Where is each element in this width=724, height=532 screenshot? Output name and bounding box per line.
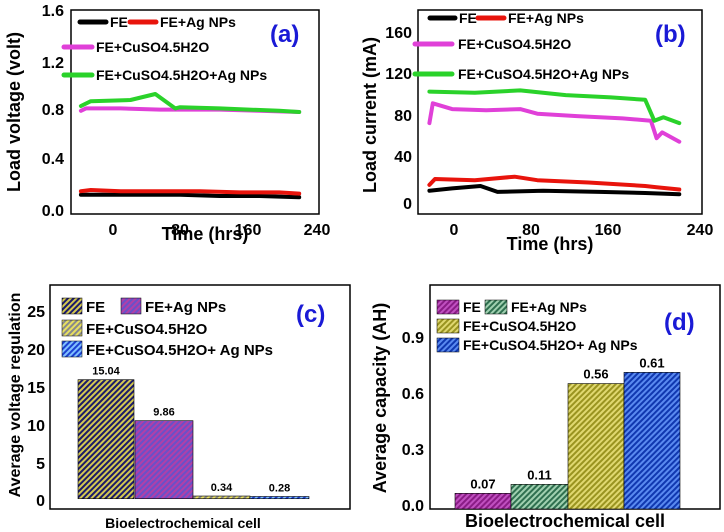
series-line-1 bbox=[427, 184, 682, 197]
legend-label-fe: FE bbox=[86, 299, 105, 316]
legend-label-fe-cuso4: FE+CuSO4.5H2O bbox=[458, 36, 571, 52]
panel-c-ytick-label: 15 bbox=[27, 380, 45, 397]
panel-d-ytick-label: 0.9 bbox=[402, 330, 424, 347]
series-line-1 bbox=[78, 192, 302, 200]
bar-1 bbox=[77, 379, 135, 500]
panel-b-ytick-label: 80 bbox=[394, 108, 412, 125]
panel-d: Average capacity (AH) Bioelectrochemical… bbox=[370, 284, 721, 531]
bar-value-label: 9.86 bbox=[153, 407, 174, 419]
panel-b-plot-area bbox=[427, 88, 682, 197]
panel-d-label: (d) bbox=[664, 309, 695, 336]
bar-2 bbox=[510, 484, 569, 510]
panel-a-xtick-label: 160 bbox=[235, 222, 262, 239]
panel-a-xtick-label: 80 bbox=[171, 222, 189, 239]
bar-4 bbox=[249, 496, 310, 500]
panel-a-xtick-label: 240 bbox=[304, 222, 331, 239]
series-line-2 bbox=[78, 188, 302, 196]
bar-1 bbox=[454, 493, 512, 510]
bar-4 bbox=[623, 372, 681, 510]
panel-c-label: (c) bbox=[296, 301, 325, 328]
legend-label-fe-cuso4-ag: FE+CuSO4.5H2O+ Ag NPs bbox=[86, 342, 273, 359]
legend-swatch-fe bbox=[436, 299, 460, 315]
legend-label-fe-ag: FE+Ag NPs bbox=[145, 299, 226, 316]
panel-b-xtick-label: 160 bbox=[595, 222, 622, 239]
panel-c-ytick-label: 0 bbox=[36, 493, 45, 510]
panel-a-x-axis-label: Time (hrs) bbox=[162, 224, 249, 244]
panel-b-label: (b) bbox=[655, 21, 686, 48]
panel-b-x-axis-label: Time (hrs) bbox=[507, 234, 594, 254]
bar-2 bbox=[134, 420, 194, 500]
panel-d-ytick-label: 0.0 bbox=[402, 498, 424, 515]
bar-value-label: 0.61 bbox=[639, 355, 664, 370]
panel-a-xtick-label: 0 bbox=[109, 222, 118, 239]
panel-a-frame bbox=[70, 9, 320, 215]
legend-label-fe-ag: FE+Ag NPs bbox=[508, 10, 584, 26]
series-line-3 bbox=[427, 101, 682, 144]
panel-b-ytick-label: 120 bbox=[385, 66, 412, 83]
legend-label-fe-cuso4-ag: FE+CuSO4.5H2O+Ag NPs bbox=[458, 66, 629, 82]
legend-swatch-fe bbox=[61, 297, 83, 315]
panel-a-ytick-label: 1.2 bbox=[42, 55, 64, 72]
panel-d-ytick-label: 0.6 bbox=[402, 386, 424, 403]
bar-value-label: 0.11 bbox=[527, 467, 552, 482]
legend-label-fe-cuso4: FE+CuSO4.5H2O bbox=[96, 39, 209, 55]
panel-d-plot-area: 0.07 0.11 0.56 0.61 bbox=[454, 355, 681, 510]
panel-c-frame bbox=[49, 284, 351, 510]
panel-c: Average voltage regulation Bioelectroche… bbox=[7, 284, 351, 531]
legend-swatch-fe-ag bbox=[120, 297, 142, 315]
legend-label-fe-cuso4: FE+CuSO4.5H2O bbox=[463, 318, 576, 334]
legend-label-fe: FE bbox=[459, 10, 477, 26]
legend-swatch-fe-ag bbox=[484, 299, 508, 315]
legend-label-fe-cuso4-ag: FE+CuSO4.5H2O+ Ag NPs bbox=[463, 337, 638, 353]
bar-value-label: 15.04 bbox=[92, 366, 120, 378]
panel-c-ytick-label: 20 bbox=[27, 342, 45, 359]
bar-value-label: 0.34 bbox=[211, 482, 233, 494]
panel-a-ytick-label: 0.0 bbox=[42, 203, 64, 220]
panel-b: Load current (mA) Time (hrs) (b) 160 120… bbox=[360, 9, 714, 254]
panel-a-ytick-label: 1.6 bbox=[42, 3, 64, 20]
legend-label-fe-cuso4-ag: FE+CuSO4.5H2O+Ag NPs bbox=[96, 67, 267, 83]
panel-a-ytick-label: 0.8 bbox=[42, 102, 64, 119]
bar-3 bbox=[192, 495, 251, 500]
panel-d-ytick-label: 0.3 bbox=[402, 442, 424, 459]
panel-a-plot-area bbox=[78, 92, 302, 200]
series-line-4 bbox=[427, 88, 682, 126]
legend-label-fe-ag: FE+Ag NPs bbox=[511, 299, 587, 315]
bar-value-label: 0.28 bbox=[269, 482, 290, 494]
panel-b-xtick-label: 240 bbox=[687, 222, 714, 239]
panel-c-ytick-label: 5 bbox=[36, 456, 45, 473]
panel-b-ytick-label: 160 bbox=[385, 25, 412, 42]
panel-b-xtick-label: 80 bbox=[522, 222, 540, 239]
panel-a: Load voltage (volt) Time (hrs) (a) 1.6 1… bbox=[4, 3, 330, 244]
panel-d-x-axis-label: Bioelectrochemical cell bbox=[465, 511, 665, 531]
legend-swatch-fe-cuso4-ag bbox=[436, 337, 460, 353]
legend-swatch-fe-cuso4 bbox=[61, 319, 83, 337]
panel-d-y-axis-label: Average capacity (AH) bbox=[370, 303, 390, 493]
panel-b-y-axis-label: Load current (mA) bbox=[360, 37, 380, 193]
panel-b-xtick-label: 0 bbox=[450, 222, 459, 239]
panel-a-y-axis-label: Load voltage (volt) bbox=[4, 32, 24, 192]
series-line-4 bbox=[78, 92, 302, 114]
panel-c-y-axis-label: Average voltage regulation bbox=[7, 293, 24, 498]
panel-a-ytick-label: 0.4 bbox=[42, 151, 64, 168]
panel-b-frame bbox=[417, 9, 703, 215]
bar-value-label: 0.07 bbox=[470, 476, 495, 491]
panel-c-x-axis-label: Bioelectrochemical cell bbox=[105, 515, 261, 531]
legend-label-fe-cuso4: FE+CuSO4.5H2O bbox=[86, 321, 208, 338]
legend-label-fe: FE bbox=[463, 299, 481, 315]
panel-b-ytick-label: 40 bbox=[394, 149, 412, 166]
legend-label-fe-ag: FE+Ag NPs bbox=[160, 14, 236, 30]
legend-label-fe: FE bbox=[110, 14, 128, 30]
legend-swatch-fe-cuso4 bbox=[436, 318, 460, 334]
bar-3 bbox=[567, 383, 625, 510]
legend-swatch-fe-cuso4-ag bbox=[61, 340, 83, 358]
panel-c-plot-area: 15.04 9.86 0.34 0.28 bbox=[77, 366, 310, 500]
panel-b-ytick-label: 0 bbox=[403, 196, 412, 213]
panel-c-ytick-label: 10 bbox=[27, 418, 45, 435]
panel-c-ytick-label: 25 bbox=[27, 304, 45, 321]
series-line-2 bbox=[427, 174, 682, 192]
bar-value-label: 0.56 bbox=[583, 367, 608, 382]
panel-a-label: (a) bbox=[270, 21, 299, 48]
